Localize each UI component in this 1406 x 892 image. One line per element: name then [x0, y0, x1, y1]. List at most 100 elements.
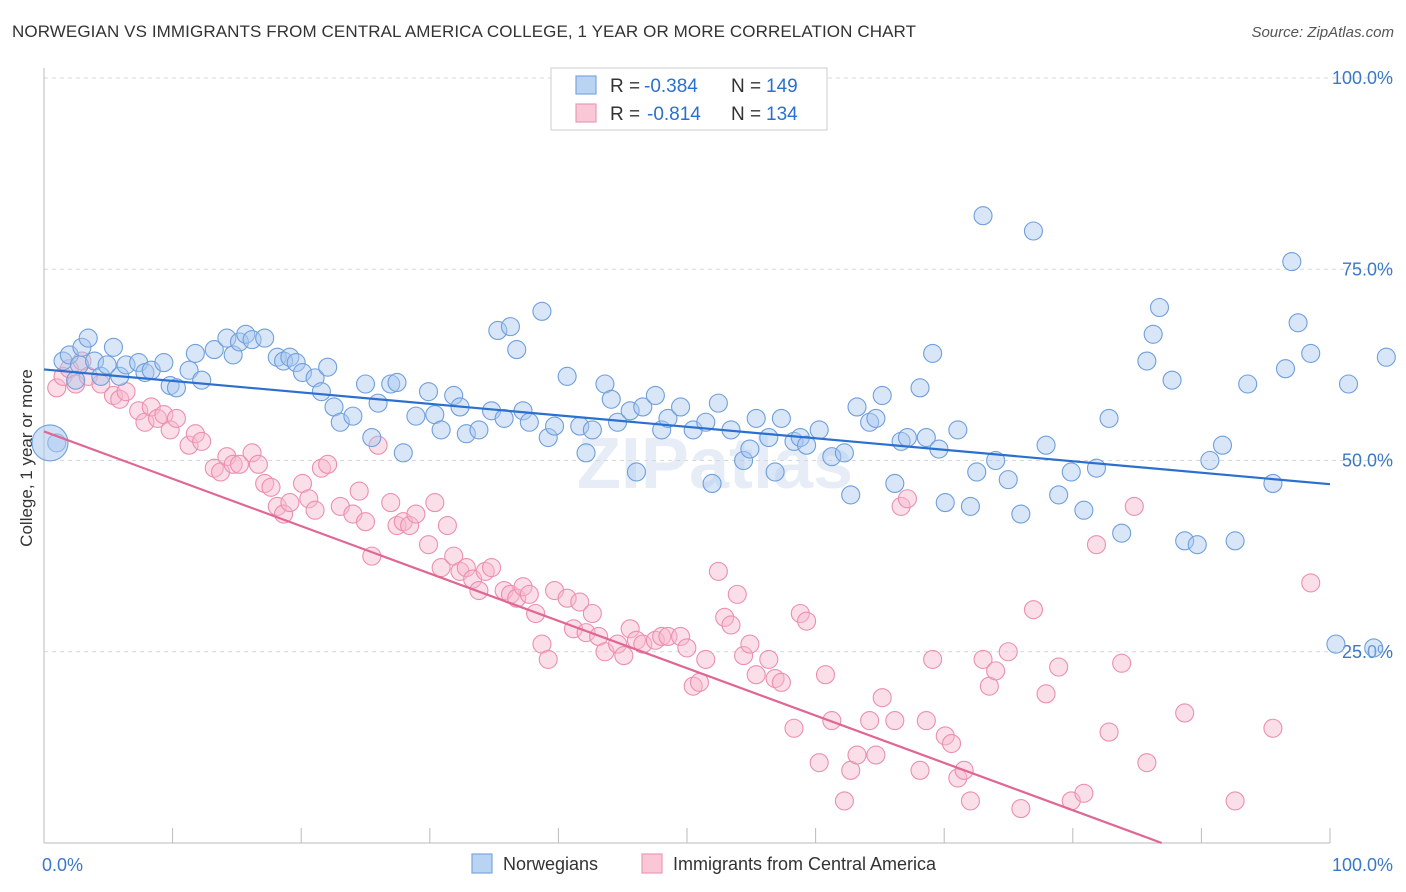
norwegian-point [960, 496, 980, 516]
immigrants-point [620, 619, 640, 639]
immigrants-point [790, 603, 810, 624]
norwegian-point [192, 370, 212, 390]
norwegian-point [746, 408, 766, 428]
norwegian-point [544, 416, 565, 436]
immigrants-point [582, 603, 602, 624]
immigrants-point [1263, 718, 1283, 738]
norwegian-point [998, 470, 1018, 490]
immigrants-point [696, 649, 716, 669]
immigrants-point [923, 649, 943, 669]
immigrants-point [891, 496, 911, 516]
norwegian-point [1099, 408, 1119, 428]
immigrants-point [179, 435, 199, 455]
norwegian-point [500, 317, 520, 337]
immigrants-point [834, 791, 854, 811]
chart-source: Source: ZipAtlas.com [1251, 24, 1394, 41]
norwegian-point [519, 412, 539, 432]
immigrants-point [129, 401, 149, 421]
norwegian-point [318, 357, 338, 377]
immigrants-point [986, 661, 1006, 681]
immigrants-point [538, 649, 558, 669]
immigrants-point [1175, 703, 1195, 723]
immigrants-point [513, 577, 533, 597]
immigrants-point [368, 435, 388, 455]
norwegian-point [387, 372, 407, 393]
norwegian-point [1338, 374, 1359, 394]
norwegian-point [759, 427, 779, 448]
norwegian-point [1049, 485, 1069, 505]
norwegian-point [740, 439, 760, 459]
immigrants-point [727, 584, 747, 604]
norwegian-point [97, 355, 117, 375]
immigrants-point [941, 733, 962, 754]
y-tick-label: 75.0% [1342, 259, 1393, 279]
immigrants-point [481, 558, 502, 578]
norwegian-point [645, 385, 665, 406]
norwegian-point [488, 320, 508, 341]
norwegian-point [897, 427, 917, 448]
immigrants-point [185, 424, 205, 444]
norwegian-point [532, 301, 552, 321]
immigrants-point [299, 489, 319, 509]
x-tick-label-min: 0.0% [42, 855, 83, 875]
x-tick-label-max: 100.0% [1332, 855, 1393, 875]
immigrants-point [280, 493, 300, 513]
immigrants-point [267, 496, 287, 516]
norwegian-point [671, 397, 691, 417]
norwegian-point [1238, 374, 1258, 394]
legend-r-label-immigrants: R = [610, 104, 640, 125]
bottom-legend-label-norwegians: Norwegians [503, 854, 598, 874]
norwegian-point [885, 473, 905, 494]
norwegian-point [280, 347, 300, 367]
immigrants-point [652, 626, 672, 647]
immigrants-point [860, 711, 880, 731]
norwegian-point [1162, 370, 1182, 390]
norwegian-point [78, 328, 98, 348]
immigrants-point [1099, 722, 1119, 742]
norwegian-point [702, 473, 722, 494]
y-tick-label: 50.0% [1342, 451, 1393, 471]
norwegian-point [923, 343, 943, 363]
immigrants-point [425, 493, 445, 513]
immigrants-point [261, 477, 281, 497]
norwegian-point [1301, 343, 1321, 363]
norwegian-point [765, 462, 785, 482]
norwegian-point [1036, 435, 1056, 455]
norwegian-point [866, 408, 886, 428]
immigrants-point [614, 646, 634, 666]
bottom-legend-label-immigrants: Immigrants from Central America [673, 854, 937, 874]
norwegian-point [444, 385, 464, 406]
immigrants-point [916, 711, 936, 731]
norwegian-point [286, 353, 306, 373]
immigrants-point [318, 454, 338, 474]
norwegian-point [179, 360, 199, 380]
immigrants-point [47, 378, 67, 398]
norwegian-point [311, 382, 331, 402]
norwegian-point [910, 378, 930, 398]
norwegian-point [343, 406, 363, 426]
norwegian-point [72, 337, 92, 357]
norwegian-point [872, 385, 892, 406]
norwegian-point [847, 397, 867, 417]
immigrants-point [418, 535, 439, 555]
norwegian-point [1288, 313, 1308, 333]
legend-r-label-norwegians: R = [610, 76, 640, 97]
norwegian-point [841, 485, 861, 505]
immigrants-point [671, 626, 691, 647]
immigrants-point [872, 688, 892, 708]
immigrants-point [192, 431, 212, 451]
norwegian-point [292, 362, 313, 383]
legend-swatch-norwegians [575, 75, 597, 95]
immigrants-point [677, 638, 697, 658]
norwegian-point [557, 366, 577, 386]
legend-r-value-immigrants: -0.814 [647, 104, 701, 125]
norwegian-point [456, 424, 476, 444]
immigrants-point [608, 634, 628, 654]
immigrants-point [746, 665, 766, 685]
bottom-legend-swatch-norwegians [471, 853, 493, 874]
norwegian-point [431, 420, 451, 440]
norwegian-point [154, 353, 174, 373]
immigrants-point [576, 623, 596, 643]
legend-box: R = -0.384 N = 149 R = -0.814 N = 134 [550, 67, 828, 131]
